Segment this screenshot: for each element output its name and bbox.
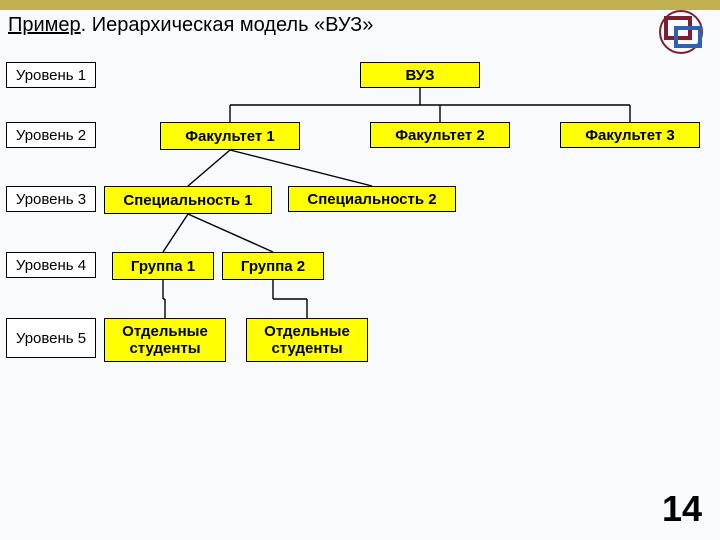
hierarchy-node: Отдельные студенты	[104, 318, 226, 362]
level-label: Уровень 4	[6, 252, 96, 278]
hierarchy-node: Отдельные студенты	[246, 318, 368, 362]
title-prefix: Пример	[8, 14, 81, 36]
hierarchy-node: Группа 1	[112, 252, 214, 280]
level-label: Уровень 1	[6, 62, 96, 88]
level-label: Уровень 5	[6, 318, 96, 358]
page-number: 14	[662, 488, 702, 530]
level-label: Уровень 3	[6, 186, 96, 212]
page-title: Пример. Иерархическая модель «ВУЗ»	[8, 14, 373, 37]
logo-icon	[654, 10, 708, 54]
hierarchy-node: Факультет 2	[370, 122, 510, 148]
level-label: Уровень 2	[6, 122, 96, 148]
hierarchy-node: Специальность 1	[104, 186, 272, 214]
hierarchy-node: Факультет 1	[160, 122, 300, 150]
hierarchy-node: Группа 2	[222, 252, 324, 280]
hierarchy-node: ВУЗ	[360, 62, 480, 88]
hierarchy-node: Факультет 3	[560, 122, 700, 148]
title-rest: . Иерархическая модель «ВУЗ»	[81, 14, 374, 36]
header-bar	[0, 0, 720, 10]
hierarchy-node: Специальность 2	[288, 186, 456, 212]
